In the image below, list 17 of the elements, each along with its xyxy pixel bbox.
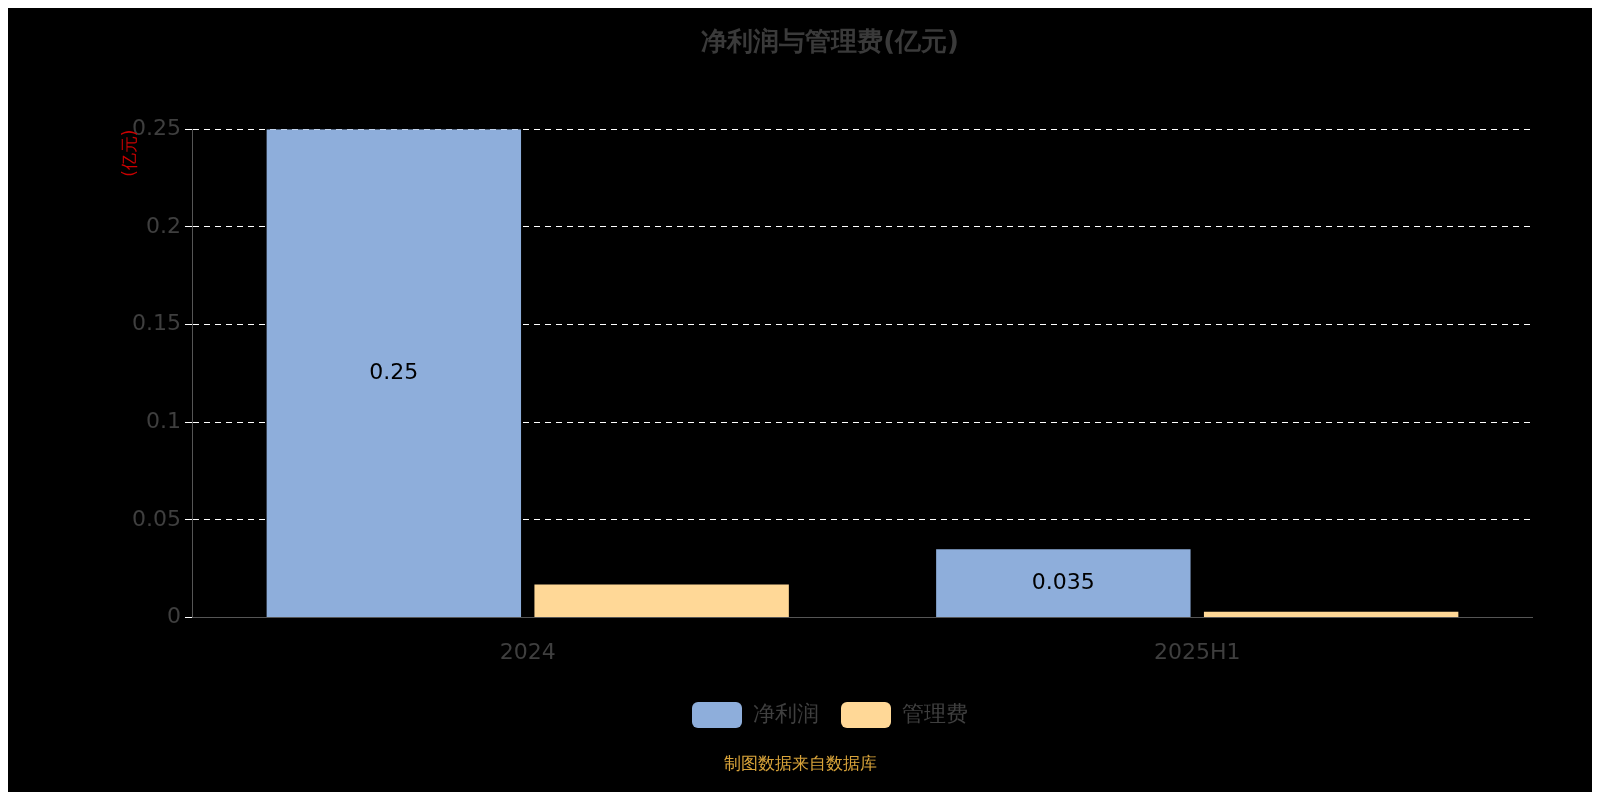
text: 制图数据来自数据库 xyxy=(722,752,878,775)
legend-label: 净利润 xyxy=(753,700,819,726)
y-tick-label: 0.1 xyxy=(145,407,181,433)
y-tick-label: 0.05 xyxy=(132,505,181,531)
data-label: 0.25 xyxy=(369,358,419,384)
y-tick-label: 0 xyxy=(166,603,181,629)
chart-title: 净利润与管理费(亿元) xyxy=(701,26,959,57)
legend-label: 管理费 xyxy=(902,700,968,726)
y-tick-label: 0.15 xyxy=(132,310,181,336)
bar xyxy=(1203,611,1459,618)
data-label: 0.035 xyxy=(1031,568,1095,594)
bar xyxy=(936,549,1191,618)
x-tick-label: 2024 xyxy=(499,638,556,664)
bar xyxy=(534,584,789,618)
y-tick-label: 0.2 xyxy=(145,212,181,238)
x-tick-label: 2025H1 xyxy=(1153,638,1241,664)
bar xyxy=(266,129,522,618)
